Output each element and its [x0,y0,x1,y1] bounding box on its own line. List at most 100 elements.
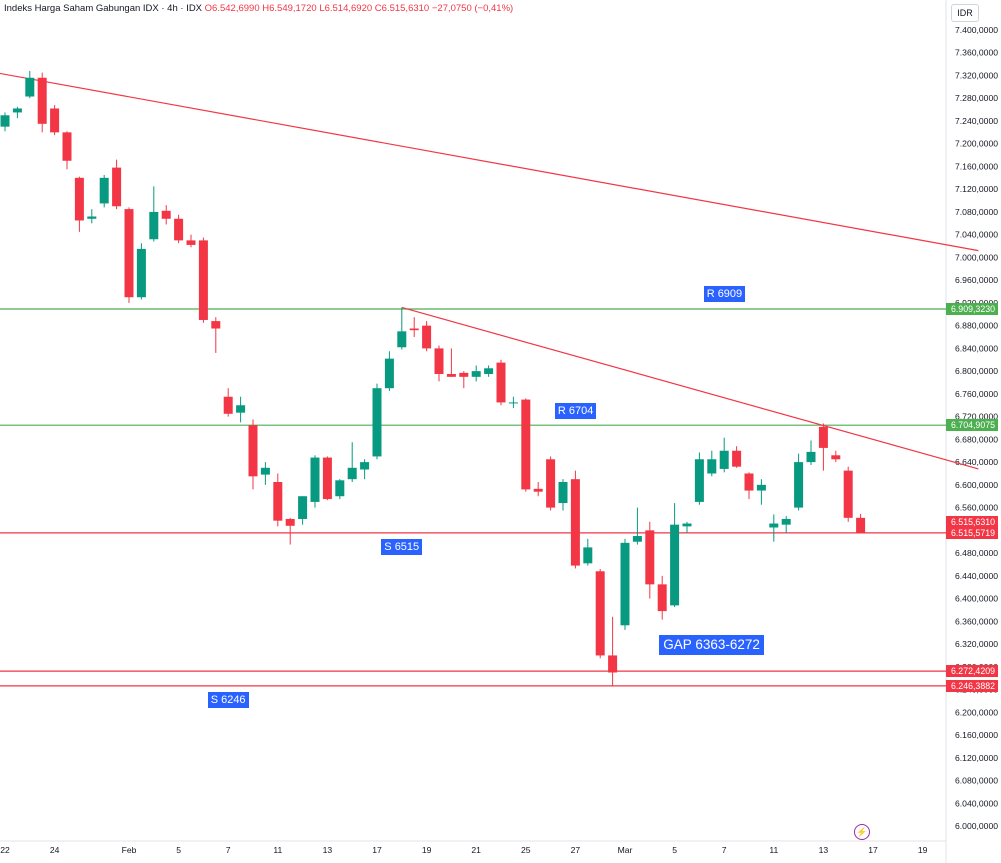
x-tick-label: Feb [122,845,137,855]
candle-up [794,462,804,508]
candle-down [223,396,233,414]
y-tick-label: 7.120,0000 [955,184,998,194]
currency-selector[interactable]: IDR [951,4,979,22]
open-value: O6.542,6990 [204,3,260,14]
candle-down [434,348,444,374]
y-tick-label: 6.080,0000 [955,776,998,786]
y-tick-label: 6.640,0000 [955,457,998,467]
price-level-tag: 6.246,3882 [946,679,998,692]
candle-up [583,547,593,564]
y-tick-label: 6.040,0000 [955,798,998,808]
y-tick-label: 7.320,0000 [955,70,998,80]
candle-down [732,450,742,467]
y-tick-label: 6.320,0000 [955,639,998,649]
y-tick-label: 6.200,0000 [955,707,998,717]
candle-down [211,321,221,329]
candle-up [670,524,680,606]
candle-up [756,484,766,491]
price-level-tag: 6.515,5719 [946,526,998,539]
y-tick-label: 7.240,0000 [955,116,998,126]
candle-up [87,216,97,219]
x-tick-label: 13 [819,845,829,855]
y-tick-label: 6.800,0000 [955,366,998,376]
lightning-icon[interactable]: ⚡ [854,824,870,840]
candle-up [484,368,494,374]
candle-down [174,218,184,241]
candle-down [50,108,60,133]
candle-down [62,132,72,161]
y-tick-label: 6.840,0000 [955,343,998,353]
candle-down [657,584,667,612]
candle-up [719,450,729,469]
price-level-tag: 6.909,3230 [946,302,998,315]
candle-up [260,467,270,475]
candle-down [124,209,134,298]
candle-down [74,177,84,221]
candle-down [248,425,258,477]
x-tick-label: 13 [323,845,333,855]
y-tick-label: 6.480,0000 [955,548,998,558]
level-annotation[interactable]: S 6515 [381,539,423,556]
candle-up [558,482,568,504]
x-tick-label: 11 [273,845,282,855]
y-tick-label: 6.920,0000 [955,298,998,308]
y-tick-label: 7.400,0000 [955,25,998,35]
trend-line [0,72,979,252]
level-annotation[interactable]: GAP 6363-6272 [659,635,764,656]
high-value: H6.549,1720 [262,3,317,14]
candle-up [136,248,146,298]
y-tick-label: 6.720,0000 [955,412,998,422]
candle-up [632,536,642,542]
x-tick-label: 5 [176,845,181,855]
x-tick-label: 27 [571,845,581,855]
x-tick-label: 19 [918,845,928,855]
candle-down [322,457,332,500]
y-tick-label: 6.360,0000 [955,616,998,626]
y-tick-label: 7.200,0000 [955,139,998,149]
x-tick-label: 7 [226,845,231,855]
candle-up [335,480,345,497]
candle-down [459,372,469,377]
x-tick-label: 21 [471,845,481,855]
level-annotation[interactable]: R 6909 [703,286,746,303]
candle-up [372,388,382,457]
y-tick-label: 7.160,0000 [955,161,998,171]
chart-header: Indeks Harga Saham Gabungan IDX · 4h · I… [4,3,513,14]
last-price-tag: 6.515,6310 [946,515,998,528]
candle-up [806,451,816,463]
candle-down [546,459,556,508]
candle-up [397,331,407,348]
candle-down [446,373,456,377]
x-tick-label: 24 [50,845,60,855]
candle-up [310,457,320,502]
candle-down [198,240,208,320]
candle-down [831,455,841,460]
y-tick-label: 7.280,0000 [955,93,998,103]
candle-down [496,362,506,403]
x-tick-label: 25 [521,845,531,855]
candle-down [595,571,605,656]
y-tick-label: 6.760,0000 [955,389,998,399]
candle-up [384,358,394,389]
candle-up [236,405,246,413]
candle-up [707,459,717,474]
y-tick-label: 6.600,0000 [955,480,998,490]
price-level-tag: 6.704,9075 [946,419,998,432]
level-annotation[interactable]: R 6704 [554,402,597,419]
x-tick-label: 7 [722,845,727,855]
y-tick-label: 7.360,0000 [955,48,998,58]
symbol-name[interactable]: Indeks Harga Saham Gabungan IDX · 4h · I… [4,3,203,14]
candle-up [347,467,357,480]
level-annotation[interactable]: S 6246 [207,692,249,709]
y-tick-label: 7.040,0000 [955,230,998,240]
candle-up [25,77,35,97]
candle-down [744,473,754,491]
x-tick-label: Mar [618,845,633,855]
x-tick-label: 5 [672,845,677,855]
change-value: −27,0750 (−0,41%) [431,3,514,14]
low-value: L6.514,6920 [319,3,373,14]
x-tick-label: 22 [0,845,10,855]
candle-up [682,523,692,527]
candle-up [471,371,481,377]
